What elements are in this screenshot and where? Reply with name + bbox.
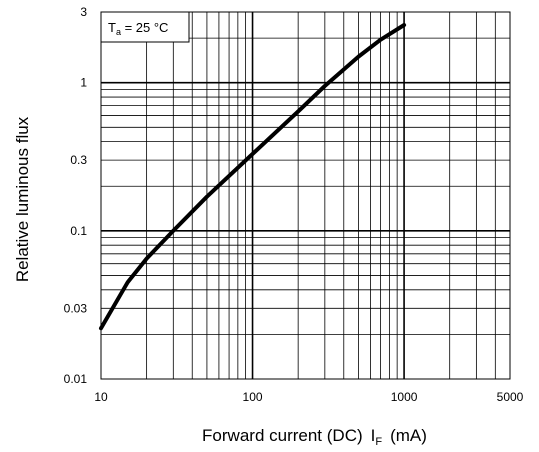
y-tick-label: 0.03 bbox=[64, 301, 88, 315]
y-tick-label: 0.01 bbox=[64, 372, 88, 386]
x-tick-label: 10 bbox=[94, 390, 108, 404]
legend-frame bbox=[100, 11, 190, 43]
legend-rest: = 25 °C bbox=[121, 20, 168, 35]
legend-symbol: T bbox=[108, 20, 116, 35]
x-axis-label-symbol: I bbox=[371, 426, 376, 445]
y-tick-labels: 0.01 0.03 0.1 0.3 1 3 bbox=[64, 5, 88, 386]
y-tick-label: 0.3 bbox=[70, 153, 87, 167]
plot-frame bbox=[100, 11, 511, 380]
x-axis-label-unit: (mA) bbox=[390, 426, 427, 445]
x-axis-label-text: Forward current (DC) bbox=[202, 426, 363, 445]
x-tick-label: 1000 bbox=[391, 390, 418, 404]
series-line bbox=[99, 23, 407, 331]
y-tick-label: 3 bbox=[80, 5, 87, 19]
x-axis-label-subscript: F bbox=[375, 436, 382, 448]
x-tick-labels: 10 100 1000 5000 bbox=[94, 390, 523, 404]
y-tick-label: 1 bbox=[80, 76, 87, 90]
y-tick-label: 0.1 bbox=[70, 224, 87, 238]
x-tick-label: 100 bbox=[243, 390, 263, 404]
grid-lines bbox=[101, 12, 510, 379]
legend-box: Ta = 25 °C bbox=[100, 11, 190, 43]
x-axis-label: Forward current (DC) IF (mA) bbox=[202, 426, 427, 448]
x-tick-label: 5000 bbox=[497, 390, 524, 404]
legend-subscript: a bbox=[116, 27, 121, 37]
y-axis-label: Relative luminous flux bbox=[13, 116, 32, 282]
legend-text: Ta = 25 °C bbox=[108, 20, 168, 37]
